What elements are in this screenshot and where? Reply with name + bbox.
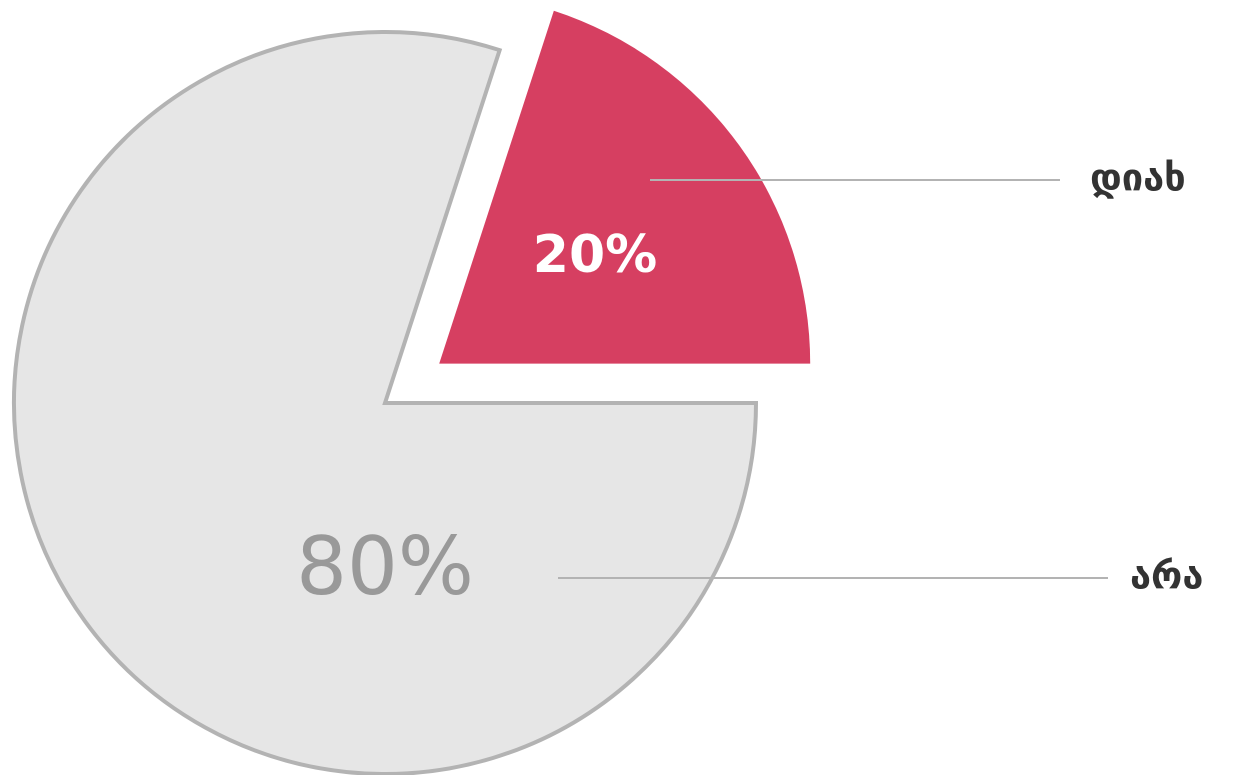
- pie-slice: [12, 30, 759, 775]
- pie-slice: [439, 10, 811, 364]
- slice-value-label: 20%: [533, 225, 657, 285]
- slice-value-label: 80%: [296, 520, 474, 613]
- category-label: დიახ: [1090, 156, 1186, 200]
- category-label: არა: [1130, 554, 1203, 598]
